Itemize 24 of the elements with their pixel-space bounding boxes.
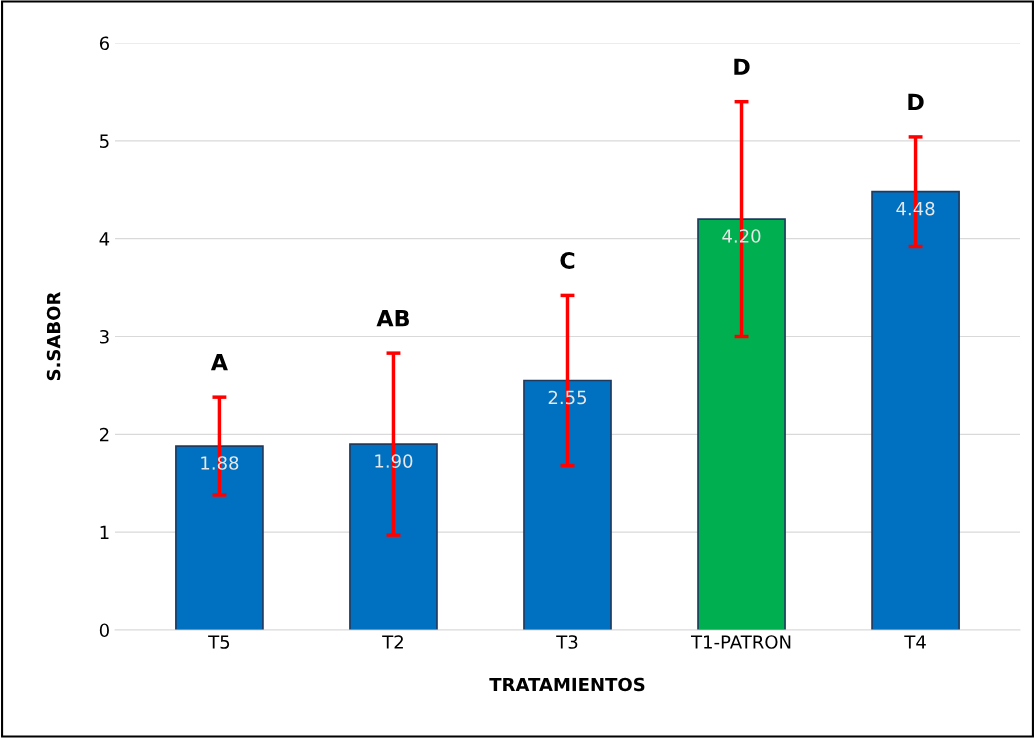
x-axis-title: TRATAMIENTOS bbox=[489, 677, 645, 692]
y-tick-label: 6 bbox=[99, 36, 109, 51]
x-tick-label: T1-PATRON bbox=[690, 635, 791, 649]
annotation: D bbox=[908, 93, 924, 111]
x-tick-label: T4 bbox=[904, 635, 926, 649]
y-tick-label: 2 bbox=[99, 427, 109, 442]
x-tick-label: T2 bbox=[382, 635, 403, 649]
y-tick-label: 3 bbox=[100, 329, 109, 344]
y-tick-label: 1 bbox=[100, 525, 109, 540]
x-tick-label: T5 bbox=[208, 635, 230, 649]
x-tick-label: T3 bbox=[556, 635, 578, 649]
y-tick-label: 0 bbox=[99, 623, 109, 638]
bar bbox=[697, 218, 786, 630]
y-axis-title: S.SABOR bbox=[46, 291, 61, 381]
annotation: A bbox=[210, 354, 228, 371]
annotation: AB bbox=[376, 310, 409, 327]
annotation: C bbox=[560, 252, 575, 269]
annotation: D bbox=[734, 58, 750, 75]
bar bbox=[523, 379, 612, 630]
bar bbox=[349, 443, 438, 630]
bar bbox=[175, 445, 264, 630]
bar bbox=[871, 190, 960, 630]
y-tick-label: 5 bbox=[100, 134, 109, 148]
y-tick-label: 4 bbox=[99, 232, 110, 246]
